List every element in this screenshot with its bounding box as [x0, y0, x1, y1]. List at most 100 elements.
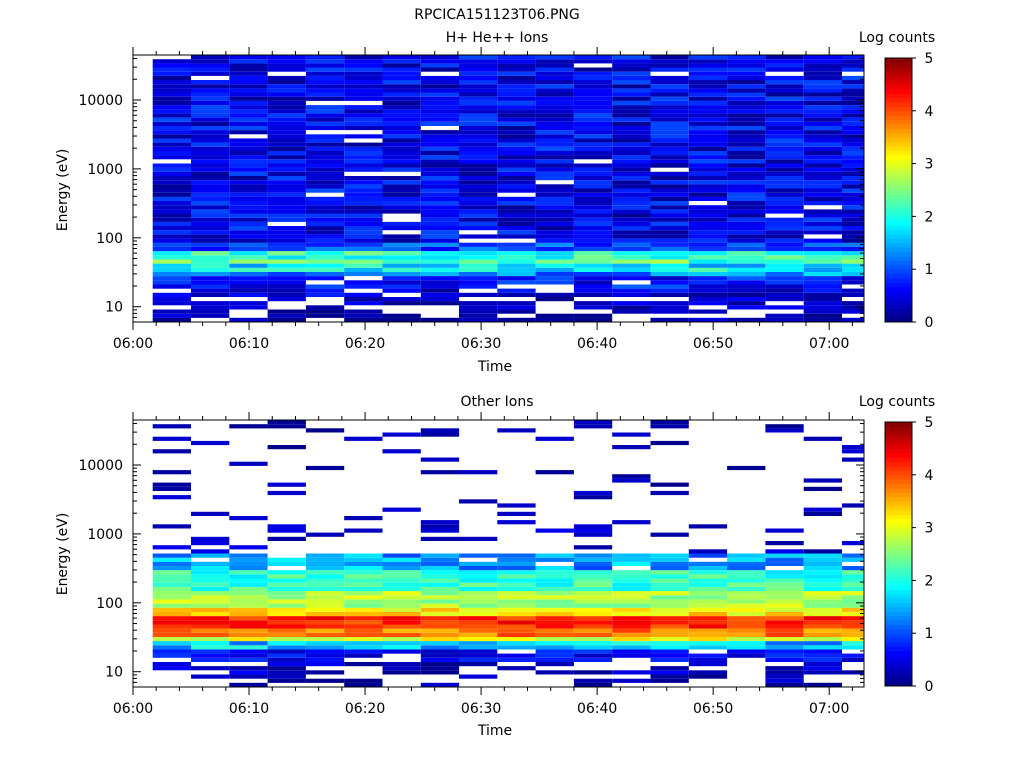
- heatmap-cell: [382, 666, 421, 671]
- heatmap-cell: [803, 159, 842, 164]
- heatmap-cell: [612, 582, 651, 587]
- x-tick-label: 06:00: [113, 701, 153, 717]
- heatmap-cell: [152, 67, 191, 72]
- heatmap-cell: [535, 620, 574, 625]
- heatmap-cell: [573, 271, 613, 277]
- heatmap-cell: [229, 142, 268, 147]
- heatmap-cell: [420, 113, 460, 118]
- heatmap-cell: [650, 134, 689, 139]
- heatmap-cell: [573, 611, 613, 617]
- heatmap-cell: [382, 297, 421, 302]
- heatmap-cell: [420, 201, 460, 206]
- heatmap-cell: [803, 267, 842, 272]
- heatmap-cell: [497, 196, 536, 201]
- heatmap-cell: [573, 574, 613, 579]
- heatmap-cell: [612, 196, 651, 201]
- heatmap-cell: [382, 138, 421, 143]
- heatmap-cell: [344, 641, 383, 646]
- heatmap-cell: [497, 557, 536, 562]
- heatmap-cell: [420, 259, 460, 264]
- colorbar-segment: [885, 234, 912, 239]
- heatmap-cell: [650, 238, 689, 243]
- heatmap-cell: [229, 55, 268, 60]
- heatmap-cell: [382, 146, 421, 151]
- heatmap-cell: [765, 226, 804, 231]
- heatmap-cell: [765, 578, 804, 583]
- heatmap-cell: [688, 317, 728, 322]
- colorbar-segment: [885, 527, 912, 533]
- heatmap-cell: [765, 188, 804, 193]
- heatmap-cell: [191, 607, 230, 612]
- heatmap-cell: [535, 234, 574, 239]
- heatmap-cell: [420, 59, 460, 64]
- heatmap-cell: [727, 645, 766, 650]
- colorbar-segment: [885, 128, 912, 134]
- heatmap-cell: [305, 603, 345, 608]
- heatmap-cell: [612, 80, 651, 85]
- heatmap-cell: [152, 192, 191, 197]
- colorbar-segment: [885, 567, 912, 573]
- heatmap-cell: [650, 574, 689, 579]
- heatmap-cell: [727, 255, 766, 260]
- heatmap-cell: [497, 653, 536, 658]
- heatmap-cell: [765, 171, 804, 176]
- heatmap-cell: [650, 292, 689, 297]
- colorbar-segment: [885, 97, 912, 103]
- colorbar-segment: [885, 313, 912, 319]
- heatmap-cell: [842, 67, 864, 72]
- heatmap-cell: [305, 641, 345, 646]
- heatmap-cell: [229, 184, 268, 189]
- heatmap-cell: [459, 226, 498, 231]
- colorbar-segment: [885, 562, 912, 568]
- colorbar-segment: [885, 119, 912, 125]
- heatmap-cell: [612, 209, 651, 214]
- heatmap-cell: [842, 121, 864, 126]
- heatmap-cell: [650, 424, 689, 429]
- heatmap-cell: [650, 586, 689, 592]
- heatmap-cell: [497, 657, 536, 662]
- heatmap-cell: [727, 603, 766, 608]
- heatmap-cell: [573, 490, 613, 496]
- heatmap-cell: [612, 125, 651, 131]
- heatmap-cell: [344, 234, 383, 239]
- heatmap-cell: [727, 280, 766, 285]
- heatmap-cell: [152, 561, 191, 566]
- heatmap-cell: [459, 67, 498, 72]
- heatmap-cell: [497, 259, 536, 264]
- heatmap-cell: [382, 251, 421, 256]
- heatmap-cell: [305, 292, 345, 297]
- colorbar-segment: [885, 540, 912, 546]
- heatmap-cell: [535, 155, 574, 160]
- heatmap-cell: [420, 599, 460, 604]
- heatmap-cell: [267, 146, 306, 151]
- heatmap-cell: [535, 628, 574, 633]
- heatmap-cell: [765, 180, 804, 185]
- heatmap-cell: [191, 674, 230, 679]
- heatmap-cell: [535, 607, 574, 612]
- heatmap-cell: [459, 620, 498, 625]
- heatmap-cell: [842, 80, 864, 85]
- heatmap-cell: [229, 242, 268, 247]
- heatmap-cell: [688, 636, 728, 642]
- heatmap-cell: [229, 317, 268, 322]
- heatmap-cell: [497, 230, 536, 235]
- heatmap-cell: [459, 284, 498, 289]
- colorbar-segment: [885, 483, 912, 489]
- heatmap-cell: [229, 641, 268, 646]
- heatmap-cell: [842, 641, 864, 646]
- heatmap-cell: [420, 84, 460, 89]
- heatmap-cell: [382, 109, 421, 114]
- heatmap-cell: [842, 586, 864, 592]
- heatmap-cell: [842, 217, 864, 222]
- heatmap-cell: [727, 259, 766, 264]
- heatmap-cell: [573, 55, 613, 60]
- heatmap-cell: [191, 238, 230, 243]
- heatmap-cell: [305, 234, 345, 239]
- heatmap-cell: [152, 586, 191, 592]
- heatmap-cell: [842, 180, 864, 185]
- heatmap-cell: [497, 105, 536, 110]
- heatmap-cell: [305, 662, 345, 667]
- heatmap-cell: [382, 628, 421, 633]
- heatmap-cell: [612, 603, 651, 608]
